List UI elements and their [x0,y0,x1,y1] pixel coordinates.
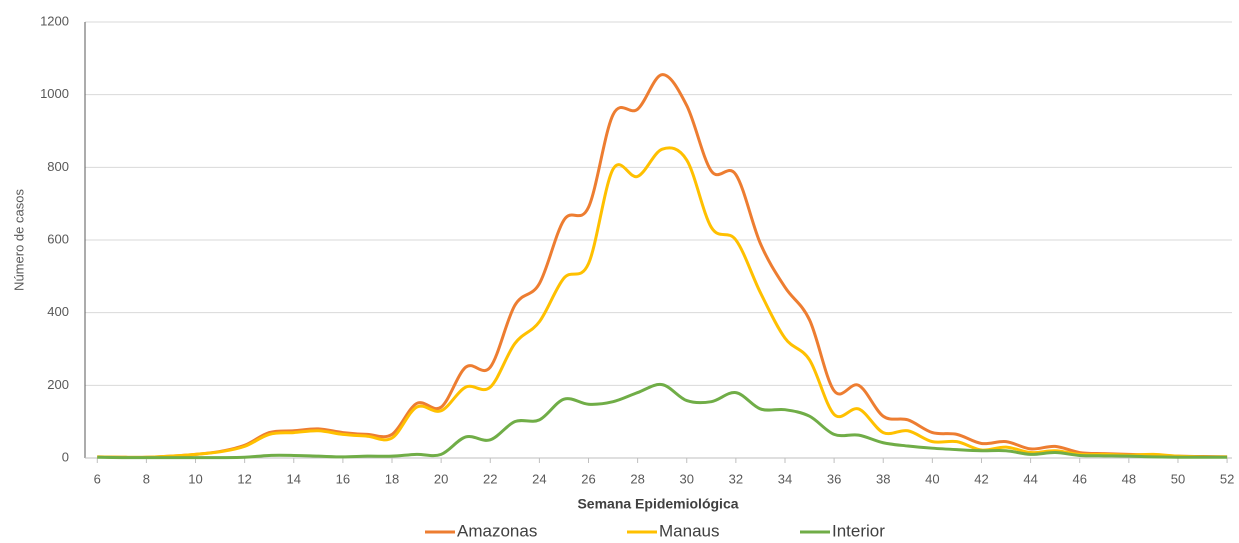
series-line [97,146,1228,459]
x-tick-label: 28 [630,471,644,486]
x-tick-label: 18 [385,471,399,486]
x-tick-label: 20 [434,471,448,486]
x-tick-label: 40 [925,471,939,486]
legend-label: Manaus [659,521,719,540]
x-tick-label: 12 [237,471,251,486]
legend-label: Interior [832,521,885,540]
x-tick-label: 48 [1122,471,1136,486]
y-tick-label: 600 [47,231,69,246]
x-tick-label: 38 [876,471,890,486]
x-tick-label: 30 [680,471,694,486]
series-line [97,73,1228,459]
x-tick-label: 22 [483,471,497,486]
y-axis-label: Número de casos [11,189,26,291]
legend-label: Amazonas [457,521,537,540]
x-axis-label: Semana Epidemiológica [577,496,738,512]
x-tick-label: 6 [94,471,101,486]
x-tick-label: 16 [336,471,350,486]
y-tick-label: 400 [47,304,69,319]
x-tick-label: 24 [532,471,546,486]
x-tick-label: 14 [287,471,301,486]
x-tick-label: 8 [143,471,150,486]
x-tick-label: 10 [188,471,202,486]
series-line [97,382,1228,460]
x-tick-label: 26 [581,471,595,486]
x-tick-label: 46 [1072,471,1086,486]
y-tick-label: 800 [47,159,69,174]
y-tick-label: 1000 [40,86,69,101]
x-tick-label: 44 [1023,471,1037,486]
x-tick-label: 32 [729,471,743,486]
y-tick-label: 200 [47,377,69,392]
x-tick-label: 50 [1171,471,1185,486]
x-tick-label: 36 [827,471,841,486]
y-tick-label: 1200 [40,13,69,28]
y-tick-label: 0 [62,449,69,464]
x-tick-label: 52 [1220,471,1234,486]
x-tick-label: 34 [778,471,792,486]
x-tick-label: 42 [974,471,988,486]
